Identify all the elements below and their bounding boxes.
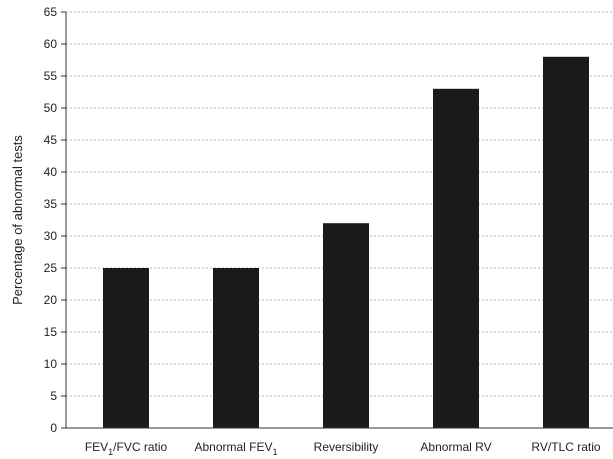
bars	[103, 56, 589, 429]
x-category-label-main: RV/TLC ratio	[531, 440, 600, 454]
x-category-label: Abnormal FEV1	[194, 440, 277, 457]
y-tick-label: 65	[44, 5, 58, 19]
y-tick-label: 25	[44, 261, 58, 275]
x-category-label-main: Abnormal FEV	[194, 440, 272, 454]
y-tick-label: 60	[44, 37, 58, 51]
x-category-label-subscript: 1	[273, 447, 278, 457]
y-tick-label: 30	[44, 229, 58, 243]
y-tick-label: 55	[44, 69, 58, 83]
x-category-label-rest: /FVC ratio	[113, 440, 167, 454]
bar	[213, 268, 259, 428]
x-category-label-main: Reversibility	[314, 440, 379, 454]
x-category-label: Abnormal RV	[420, 440, 491, 454]
bar	[543, 56, 589, 429]
y-tick-label: 20	[44, 293, 58, 307]
y-axis-ticks: 0 5 10 15 20 25 30 35 40 45 50 55 60 65	[44, 5, 66, 435]
x-axis-category-labels: FEV1/FVC ratio Abnormal FEV1 Reversibility…	[85, 440, 601, 457]
x-category-label: RV/TLC ratio	[531, 440, 600, 454]
y-tick-label: 15	[44, 325, 58, 339]
y-tick-label: 45	[44, 133, 58, 147]
y-tick-label: 10	[44, 357, 58, 371]
x-category-label-subscript: 1	[108, 447, 113, 457]
bar	[103, 268, 149, 428]
x-category-label: FEV1/FVC ratio	[85, 440, 168, 457]
bar	[323, 223, 369, 428]
x-category-label: Reversibility	[314, 440, 379, 454]
x-category-label-main: FEV	[85, 440, 108, 454]
bar	[433, 88, 479, 429]
y-axis-label: Percentage of abnormal tests	[10, 135, 25, 305]
y-tick-label: 40	[44, 165, 58, 179]
y-tick-label: 50	[44, 101, 58, 115]
y-tick-label: 0	[50, 421, 57, 435]
y-tick-label: 35	[44, 197, 58, 211]
x-category-label-main: Abnormal RV	[420, 440, 491, 454]
y-tick-label: 5	[50, 389, 57, 403]
